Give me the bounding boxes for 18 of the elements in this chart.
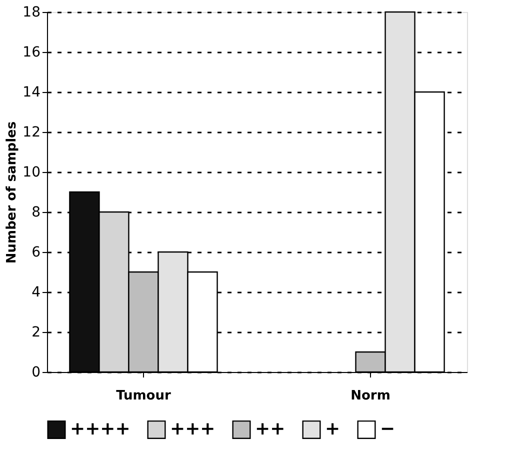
y-tick-label: 18 [22, 4, 40, 20]
y-tick-label: 8 [32, 204, 40, 220]
y-tick-label: 2 [32, 324, 40, 340]
legend-label: +++ [170, 418, 216, 440]
legend-label: − [380, 418, 396, 440]
y-tick-label: 14 [22, 84, 41, 100]
x-tick-label: Tumour [116, 388, 172, 404]
y-tick-label: 6 [32, 244, 41, 260]
y-axis-title: Number of samples [4, 121, 20, 264]
y-tick-label: 12 [22, 124, 40, 140]
y-tick-label: 16 [22, 44, 41, 60]
legend-label: ++++ [70, 418, 130, 440]
x-tick-label: Norm [350, 388, 390, 404]
y-tick-label: 10 [22, 164, 40, 180]
legend-label: ++ [255, 418, 286, 440]
y-tick-label: 0 [32, 364, 40, 380]
y-tick-label: 4 [32, 284, 41, 300]
legend-label: + [325, 418, 340, 440]
